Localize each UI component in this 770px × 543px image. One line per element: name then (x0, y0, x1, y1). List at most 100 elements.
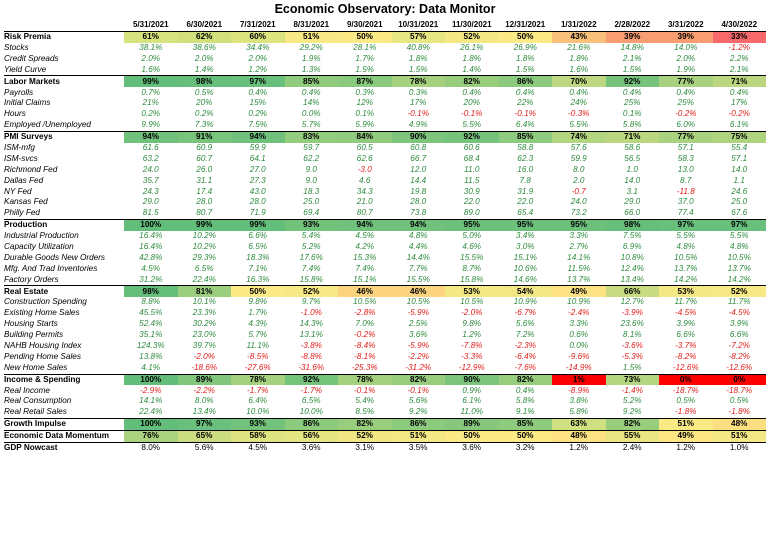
indicator-value: 5.7% (301, 120, 321, 130)
section-score-cell: 52% (712, 285, 766, 298)
indicator-value: -0.7 (571, 186, 586, 196)
indicator-value: 17% (410, 98, 427, 108)
indicator-value: 38.6% (192, 42, 216, 52)
indicator-value: 66.0 (624, 208, 641, 218)
date-header: 6/30/2021 (186, 20, 223, 30)
indicator-value: -1.7% (300, 385, 322, 395)
indicator-value: -1.4% (621, 385, 643, 395)
indicator-value: 11.5% (567, 263, 591, 273)
indicator-value: 6.6% (729, 330, 749, 340)
summary-value: 3.2% (498, 441, 552, 454)
indicator-value: 14.2% (727, 274, 751, 284)
indicator-value: 62.3 (517, 153, 534, 163)
indicator-value: 56.5 (624, 153, 641, 163)
section-score-cell: 100% (124, 219, 178, 231)
indicator-value: -5.9% (407, 308, 429, 318)
indicator-value: 9.2% (622, 407, 642, 417)
indicator-value: 18.3 (303, 186, 320, 196)
summary-value: 48% (552, 429, 606, 443)
indicator-value: 17.4 (196, 186, 213, 196)
date-header: 1/31/2022 (560, 20, 597, 30)
indicator-value: 11.0% (460, 407, 484, 417)
indicator-value: 7.4% (355, 263, 375, 273)
indicator-value: 22.4% (139, 407, 163, 417)
indicator-row: Factory Orders 31.2% 22.4% 16.3% 15.8% 15.1% 1… (4, 274, 766, 285)
indicator-row: Pending Home Sales 13.8% -2.0% -8.5% -8.8% -8… (4, 352, 766, 363)
indicator-value: 10.0% (246, 407, 270, 417)
indicator-value: 4.8% (408, 231, 428, 241)
section-score-cell: 85% (498, 130, 552, 143)
indicator-row: Construction Spending 8.8% 10.1% 9.8% 9.7% 10… (4, 297, 766, 308)
section-score-cell: 77% (659, 130, 713, 143)
indicator-label: New Home Sales (4, 362, 68, 372)
indicator-label: NAHB Housing Index (4, 341, 82, 351)
section-score-cell: 81% (177, 285, 231, 298)
indicator-value: 0.5% (676, 396, 696, 406)
indicator-value: -8.5% (247, 351, 269, 361)
date-header: 8/31/2021 (293, 20, 330, 30)
indicator-value: 4.8% (676, 242, 696, 251)
section-score-cell: 49% (552, 285, 606, 298)
section-score-cell: 39% (605, 30, 659, 43)
indicator-value: 42.8% (139, 252, 163, 262)
indicator-value: 10.0% (299, 407, 323, 417)
indicator-value: 11.5 (464, 175, 480, 185)
indicator-value: 6.6% (248, 231, 268, 241)
indicator-row: NY Fed 24.3 17.4 43.0 18.3 34.3 19.8 30.9 31.9 -0… (4, 186, 766, 197)
indicator-value: 3.6% (408, 330, 428, 340)
summary-value: 52% (338, 429, 392, 443)
indicator-value: -2.2% (193, 385, 215, 395)
indicator-value: 14% (303, 98, 320, 108)
indicator-value: -18.7% (672, 385, 699, 395)
summary-value: 55% (605, 429, 659, 443)
section-score-cell: 78% (231, 373, 285, 386)
indicator-value: 14.0% (674, 42, 698, 52)
indicator-value: 10.9% (513, 297, 537, 307)
indicator-value: 0.4% (248, 87, 268, 97)
indicator-value: 19.8 (410, 186, 427, 196)
section-score-cell: 95% (498, 219, 552, 231)
indicator-value: 1.5% (515, 64, 535, 74)
indicator-value: 3.3% (569, 319, 589, 329)
indicator-value: 1.6% (141, 64, 161, 74)
indicator-value: 14.1% (567, 252, 591, 262)
indicator-row: NAHB Housing Index 124.3% 39.7% 11.1% -3.8% -… (4, 341, 766, 352)
indicator-value: 60.7 (196, 153, 213, 163)
section-score-cell: 46% (391, 285, 445, 298)
indicator-value: -7.6% (514, 362, 536, 372)
indicator-value: 29.0 (624, 197, 641, 207)
indicator-value: 8.5% (355, 407, 375, 417)
indicator-value: 20% (196, 98, 213, 108)
indicator-value: 58.3 (677, 153, 694, 163)
summary-value: 8.0% (124, 441, 178, 454)
section-score-cell: 74% (552, 130, 606, 143)
indicator-value: 68.4 (463, 153, 480, 163)
indicator-value: 6.4% (248, 396, 268, 406)
section-score-cell: 92% (445, 130, 499, 143)
section-score-cell: 84% (338, 130, 392, 143)
indicator-value: 12.4% (620, 263, 644, 273)
indicator-value: 59.9 (249, 142, 266, 152)
section-score-cell: 71% (712, 75, 766, 88)
indicator-row: Hours 0.2% 0.2% 0.2% 0.0% 0.1% -0.1% -0.1% -0.1%… (4, 109, 766, 120)
indicator-value: 0.4% (301, 87, 321, 97)
summary-value: 65% (177, 429, 231, 443)
section-score-cell: 52% (445, 30, 499, 43)
indicator-value: 2.1% (622, 53, 642, 63)
indicator-label: Existing Home Sales (4, 308, 80, 318)
indicator-value: 16.4% (139, 242, 163, 251)
indicator-value: 23.0% (192, 330, 216, 340)
indicator-label: Hours (4, 109, 26, 119)
indicator-value: 2.1% (729, 64, 749, 74)
indicator-value: 2.0% (248, 53, 268, 63)
indicator-value: -0.1% (407, 385, 429, 395)
indicator-value: 73.2 (570, 208, 587, 218)
section-score-cell: 82% (445, 75, 499, 88)
section-score-cell: 91% (177, 130, 231, 143)
indicator-value: 7.3% (194, 120, 214, 130)
indicator-value: 17% (731, 98, 748, 108)
indicator-value: -2.8% (354, 308, 376, 318)
indicator-value: 14.1% (139, 396, 163, 406)
indicator-value: 9.2% (408, 407, 428, 417)
